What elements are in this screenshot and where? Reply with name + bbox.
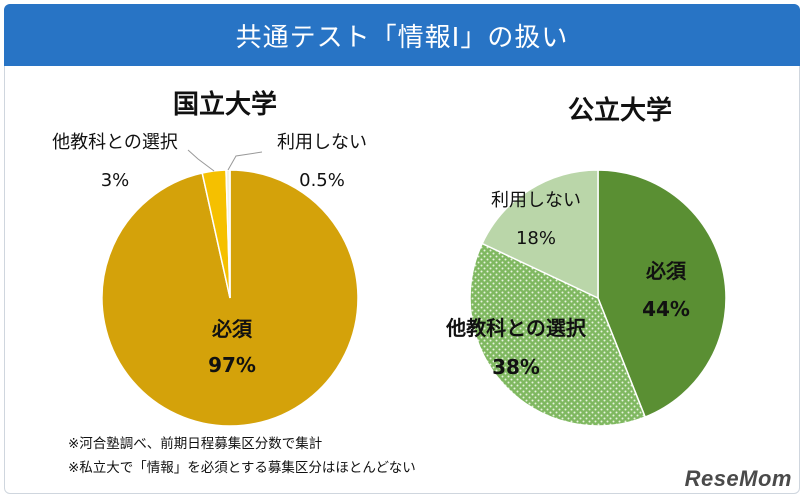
- label-national-other: 他教科との選択: [52, 132, 178, 153]
- header-banner: 共通テスト「情報Ⅰ」の扱い: [4, 4, 800, 66]
- leader-line-none: [227, 151, 263, 171]
- footnote-2: ※私立大で「情報」を必須とする募集区分はほとんどない: [68, 460, 416, 476]
- label-national-none: 利用しない: [277, 132, 367, 153]
- chart-title-national: 国立大学: [172, 90, 277, 120]
- value-national-other: 3%: [101, 170, 130, 191]
- value-public-required: 44%: [642, 297, 690, 321]
- footnote-1: ※河合塾調べ、前期日程募集区分数で集計: [68, 436, 323, 452]
- label-public-other: 他教科との選択: [445, 316, 587, 340]
- leader-line-other: [187, 149, 215, 172]
- pie-slice-public-1: [469, 242, 647, 427]
- value-public-other: 38%: [492, 355, 540, 379]
- header-title: 共通テスト「情報Ⅰ」の扱い: [235, 22, 569, 53]
- footnotes: ※河合塾調べ、前期日程募集区分数で集計 ※私立大で「情報」を必須とする募集区分は…: [68, 432, 416, 480]
- pie-public: [469, 169, 727, 427]
- pie-slice-national-1: [225, 169, 231, 299]
- resemom-logo: ReseMom: [684, 466, 792, 491]
- label-public-required: 必須: [645, 259, 687, 283]
- pie-slice-public-0: [597, 169, 727, 418]
- label-national-required: 必須: [211, 317, 253, 341]
- value-national-none: 0.5%: [299, 170, 345, 191]
- pie-national: [101, 169, 359, 427]
- pie-slice-public-2: [481, 169, 599, 300]
- value-public-none: 18%: [516, 228, 556, 249]
- chart-title-public: 公立大学: [567, 96, 672, 126]
- pie-labels: 必須 97% 他教科との選択 3% 利用しない 0.5% 必須 44% 他教科との選択 38% 利用…: [52, 132, 690, 379]
- value-national-required: 97%: [208, 353, 256, 377]
- label-public-none: 利用しない: [491, 190, 581, 211]
